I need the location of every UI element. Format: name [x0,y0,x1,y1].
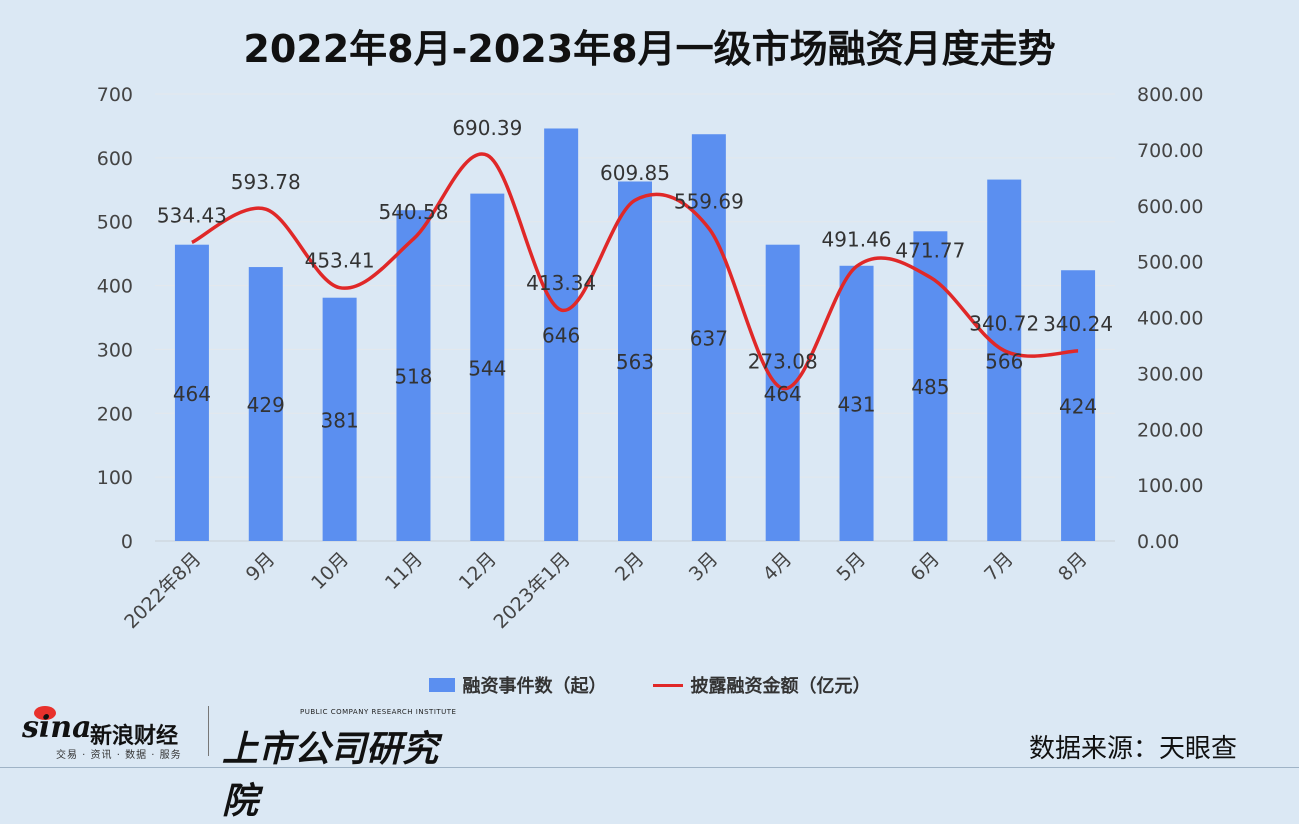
line-series [191,152,1079,391]
x-tick-label: 2月 [611,548,649,586]
line-data-label: 609.85 [600,161,670,185]
y-right-tick-label: 300.00 [1137,363,1203,385]
y-right-tick-label: 700.00 [1137,140,1203,162]
y-right-tick-label: 800.00 [1137,84,1203,106]
line-data-label: 534.43 [157,203,227,227]
y-right-tick-label: 200.00 [1137,419,1203,441]
bar [691,134,726,542]
bar-data-label: 563 [616,350,654,374]
bar [765,244,800,541]
institute-logo: PUBLIC COMPANY RESEARCH INSTITUTE 上市公司研究… [222,706,462,822]
bar [544,128,579,542]
y-left-tick-label: 400 [97,276,133,298]
y-right-tick-label: 400.00 [1137,308,1203,330]
x-tick-label: 4月 [759,548,797,586]
x-tick-label: 11月 [381,548,427,594]
y-right-tick-label: 100.00 [1137,475,1203,497]
bar-series [174,128,1096,542]
institute-cn: 上市公司研究院 [222,729,439,822]
footer-divider [0,767,1299,768]
legend-line-label: 披露融资金额（亿元） [690,676,871,697]
y-left-tick-label: 500 [97,212,133,234]
line-data-label: 340.72 [969,312,1039,336]
y-left-tick-label: 100 [97,467,133,489]
bar-data-label: 464 [764,382,802,406]
bar [470,193,505,542]
right-axis: 0.00 100.00 200.00 300.00 400.00 500.00 600.00… [1137,84,1203,553]
bar-data-label: 485 [911,375,949,399]
y-left-tick-label: 300 [97,339,133,361]
line-data-label: 540.58 [378,200,448,224]
chart-title: 2022年8月-2023年8月一级市场融资月度走势 [243,27,1056,71]
sina-tagline: 交易 · 资讯 · 数据 · 服务 [56,750,182,761]
bar-data-label: 637 [690,327,728,351]
bar [396,210,431,541]
bar-data-labels: 464 429 381 518 544 646 563 637 464 431 485 566 424 [173,324,1097,433]
x-tick-label: 9月 [242,548,280,586]
bar [248,267,283,541]
x-tick-label: 3月 [685,548,723,586]
bar [987,179,1022,541]
bar [618,181,652,541]
legend-bar-swatch [428,678,455,692]
x-tick-label: 6月 [906,548,944,586]
line-data-label: 593.78 [231,170,301,194]
legend-bar-label: 融资事件数（起） [462,676,607,697]
logo-divider [208,706,209,756]
y-right-tick-label: 0.00 [1137,531,1179,553]
bar-data-label: 646 [542,324,580,348]
sina-name: 新浪财经 [90,724,179,749]
x-tick-label: 12月 [455,548,501,594]
series-line [191,152,1079,391]
y-left-tick-label: 700 [97,84,133,106]
bar-data-label: 518 [394,365,432,389]
bar-data-label: 424 [1059,395,1097,419]
line-data-label: 453.41 [305,249,375,273]
x-tick-label: 10月 [307,548,353,594]
legend-line-swatch [652,683,683,687]
x-tick-label: 2023年1月 [490,548,575,633]
line-data-label: 559.69 [674,189,744,213]
x-tick-label: 2022年8月 [120,548,205,633]
bar-data-label: 431 [837,392,875,416]
bar-data-label: 566 [985,349,1023,373]
y-left-tick-label: 200 [97,403,133,425]
y-left-tick-label: 600 [97,148,133,170]
y-right-tick-label: 600.00 [1137,196,1203,218]
x-tick-label: 5月 [833,548,871,586]
sina-finance-logo: sina 新浪财经 交易 · 资讯 · 数据 · 服务 [22,706,202,762]
bar-data-label: 381 [321,408,359,432]
line-data-label: 491.46 [822,227,892,251]
line-data-label: 690.39 [452,116,522,140]
line-data-label: 340.24 [1043,312,1113,336]
bar [913,231,948,542]
legend-item-line: 披露融资金额（亿元） [652,672,871,698]
y-right-tick-label: 500.00 [1137,252,1203,274]
sina-brand: sina [22,710,92,745]
bar-data-label: 544 [468,356,506,380]
legend: 融资事件数（起） 披露融资金额（亿元） [0,672,1299,698]
legend-item-bar: 融资事件数（起） [428,672,607,698]
left-axis: 0 100 200 300 400 500 600 700 [97,84,133,553]
line-data-label: 273.08 [748,349,818,373]
sina-eye-icon [34,706,56,720]
y-left-tick-label: 0 [121,531,133,553]
line-data-label: 471.77 [895,238,965,262]
bar [1061,270,1096,541]
bar [174,244,209,541]
bar [839,265,874,541]
chart-canvas: 0 100 200 300 400 500 600 700 0.00 100.00 200.00 3… [97,84,1204,633]
bar-data-label: 429 [247,393,285,417]
line-data-label: 413.34 [526,271,596,295]
bar [322,297,357,541]
bar-data-label: 464 [173,382,211,406]
data-source: 数据来源：天眼查 [1028,734,1237,764]
x-tick-label: 7月 [980,548,1018,586]
x-tick-label: 8月 [1054,548,1092,586]
institute-en: PUBLIC COMPANY RESEARCH INSTITUTE [300,708,457,716]
